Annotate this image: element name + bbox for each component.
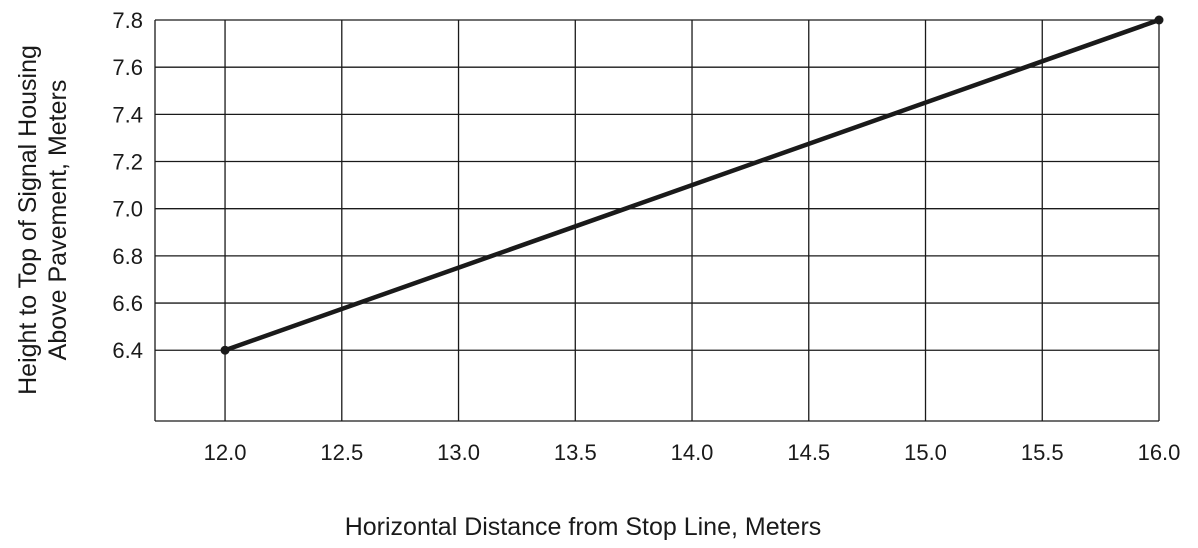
x-tick-label: 12.0 xyxy=(204,440,247,465)
x-tick-label: 14.5 xyxy=(787,440,830,465)
y-tick-label: 7.8 xyxy=(112,8,143,33)
y-tick-label: 7.4 xyxy=(112,102,143,127)
series-line xyxy=(222,17,1162,353)
grid xyxy=(154,19,1160,422)
y-tick-label: 7.6 xyxy=(112,55,143,80)
x-tick-label: 15.0 xyxy=(904,440,947,465)
series xyxy=(220,15,1164,355)
y-axis-title-line-1: Height to Top of Signal Housing xyxy=(14,45,42,395)
x-tick-label: 13.0 xyxy=(437,440,480,465)
y-axis-title-line-2: Above Pavement, Meters xyxy=(44,80,72,361)
data-point xyxy=(1154,15,1164,25)
tick-labels: 12.0 12.5 13.0 13.5 14.0 14.5 15.0 15.5 16.0 6.4 6… xyxy=(112,8,1180,465)
y-tick-label: 7.0 xyxy=(112,197,143,222)
y-tick-label: 7.2 xyxy=(112,150,143,175)
x-tick-label: 15.5 xyxy=(1021,440,1064,465)
y-tick-label: 6.8 xyxy=(112,244,143,269)
x-tick-label: 16.0 xyxy=(1138,440,1181,465)
data-point xyxy=(220,345,230,355)
x-tick-label: 13.5 xyxy=(554,440,597,465)
x-tick-label: 12.5 xyxy=(320,440,363,465)
y-tick-label: 6.4 xyxy=(112,338,143,363)
x-axis-title: Horizontal Distance from Stop Line, Mete… xyxy=(345,513,822,541)
y-tick-label: 6.6 xyxy=(112,291,143,316)
x-tick-label: 14.0 xyxy=(671,440,714,465)
